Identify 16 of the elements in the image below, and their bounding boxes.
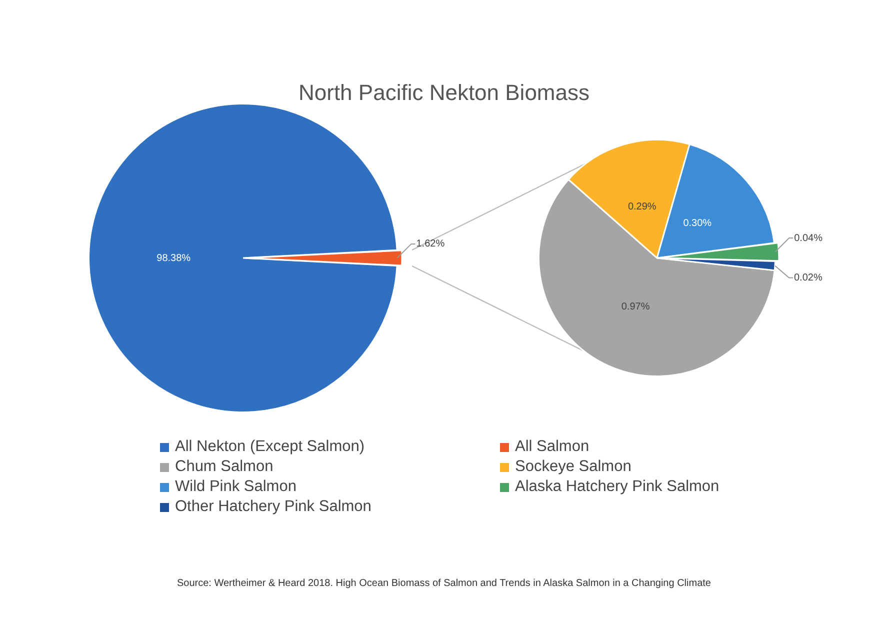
- data-label: 0.29%: [628, 202, 656, 213]
- legend-label: Other Hatchery Pink Salmon: [175, 498, 372, 516]
- legend-label: Chum Salmon: [175, 458, 274, 476]
- chart-title: North Pacific Nekton Biomass: [298, 80, 590, 106]
- data-label: 98.38%: [156, 252, 191, 264]
- data-label: 0.97%: [621, 301, 650, 312]
- data-label: 0.02%: [794, 272, 822, 284]
- legend-label: All Nekton (Except Salmon): [175, 438, 365, 456]
- legend-label: Alaska Hatchery Pink Salmon: [515, 478, 720, 496]
- data-label: 1.62%: [416, 238, 445, 250]
- legend-label: Wild Pink Salmon: [175, 478, 296, 496]
- data-label: 0.04%: [794, 232, 823, 244]
- source-note: Source: Wertheimer & Heard 2018. High Ocean Biomass of Salmon and Trends in Alaska Salmon in a Changing Climate: [176, 578, 712, 589]
- data-label: 0.30%: [683, 218, 712, 230]
- legend-label: Sockeye Salmon: [515, 458, 632, 476]
- legend-label: All Salmon: [515, 438, 590, 456]
